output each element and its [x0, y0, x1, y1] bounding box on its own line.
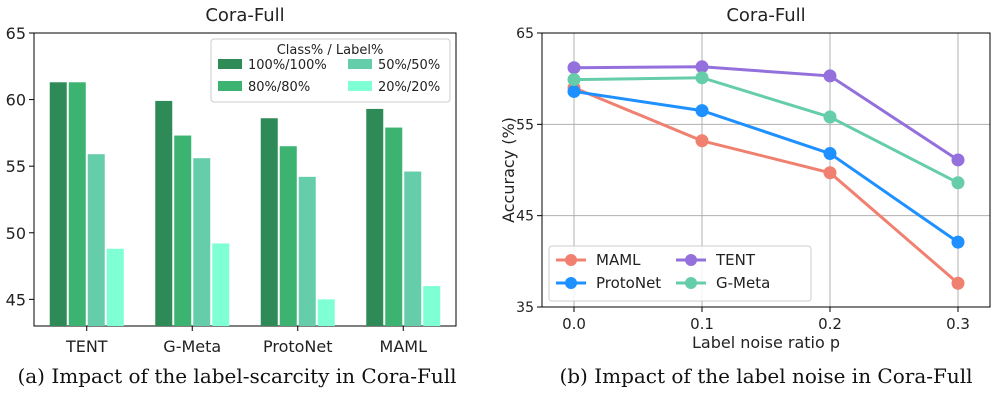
legend-marker	[685, 254, 697, 266]
bar-chart-y-axis: 45 50 55 60 65	[6, 24, 34, 309]
x-tick-label: MAML	[380, 337, 428, 356]
bar	[193, 158, 211, 326]
data-point	[951, 153, 965, 167]
bar	[155, 100, 173, 326]
data-point	[567, 73, 581, 87]
legend-label: ProtoNet	[596, 274, 661, 292]
series-line	[573, 86, 959, 285]
data-point	[951, 176, 965, 190]
line-chart-x-axis: 0.0 0.1 0.2 0.3	[562, 307, 970, 333]
data-point	[695, 134, 709, 148]
line-legend-box	[548, 245, 812, 302]
x-tick-label: G-Meta	[163, 337, 221, 356]
line-chart: Cora-Full 35 45 55 65 0.0 0.1 0.2 0.3 MAML Prot…	[499, 5, 991, 388]
legend-marker	[685, 277, 697, 289]
legend-swatch	[218, 81, 242, 91]
bar	[279, 146, 297, 326]
y-tick-label: 55	[6, 157, 26, 176]
y-tick-label: 50	[6, 224, 26, 243]
data-point	[695, 104, 709, 118]
bar-legend-title: Class% / Label%	[277, 43, 384, 58]
bar-chart: Cora-Full 45 50 55 60 65 TENT G-Meta ProtoNet M…	[6, 5, 457, 388]
y-tick-label: 35	[516, 300, 534, 316]
y-tick-label: 65	[516, 26, 534, 42]
bar	[317, 299, 335, 326]
bar	[385, 127, 403, 327]
line-chart-title: Cora-Full	[726, 5, 805, 26]
series-line	[573, 76, 959, 185]
bar-chart-legend: Class% / Label% 100%/100% 80%/80% 50%/50% 2…	[210, 38, 451, 103]
bar	[260, 118, 278, 327]
legend-swatch	[218, 59, 242, 69]
bar	[404, 171, 422, 326]
data-point	[823, 166, 837, 180]
bar	[212, 243, 230, 326]
data-point	[823, 69, 837, 83]
bar	[87, 154, 105, 326]
line-chart-series	[567, 60, 965, 290]
bar-chart-x-axis: TENT G-Meta ProtoNet MAML	[65, 326, 427, 356]
legend-label: 100%/100%	[248, 58, 327, 73]
bar	[366, 108, 384, 326]
line-chart-frame	[541, 32, 991, 308]
bar	[298, 176, 316, 326]
data-point	[951, 276, 965, 290]
line-chart-xlabel: Label noise ratio p	[692, 333, 840, 352]
legend-marker	[565, 277, 577, 289]
x-tick-label: 0.2	[818, 315, 842, 333]
line-chart-y-axis: 35 45 55 65	[516, 26, 542, 316]
series-line	[573, 89, 959, 244]
y-tick-label: 55	[516, 117, 534, 133]
bar-legend-box	[210, 38, 451, 103]
line-chart-ylabel: Accuracy (%)	[499, 117, 518, 223]
legend-label: MAML	[596, 251, 641, 269]
y-tick-label: 45	[516, 209, 534, 225]
data-point	[695, 60, 709, 74]
data-point	[567, 61, 581, 75]
x-tick-label: 0.0	[562, 315, 586, 333]
bar-chart-title: Cora-Full	[205, 5, 284, 26]
y-tick-label: 65	[6, 24, 26, 43]
legend-label: TENT	[715, 251, 756, 269]
legend-label: 80%/80%	[248, 80, 310, 95]
legend-swatch	[348, 59, 372, 69]
legend-label: 20%/20%	[378, 80, 440, 95]
data-point	[823, 147, 837, 161]
y-tick-label: 45	[6, 290, 26, 309]
legend-label: 50%/50%	[378, 58, 440, 73]
legend-label: G-Meta	[716, 274, 770, 292]
bar-chart-frame	[33, 32, 457, 327]
bar	[68, 82, 86, 326]
data-point	[695, 71, 709, 85]
caption-a: (a) Impact of the label-scarcity in Cora…	[17, 364, 456, 388]
line-chart-legend: MAML ProtoNet TENT G-Meta	[548, 245, 812, 302]
data-point	[823, 110, 837, 124]
bar	[423, 286, 441, 326]
x-tick-label: ProtoNet	[263, 337, 333, 356]
bar	[106, 248, 124, 326]
x-tick-label: 0.3	[946, 315, 970, 333]
legend-marker	[565, 254, 577, 266]
y-tick-label: 60	[6, 91, 26, 110]
data-point	[951, 235, 965, 249]
bar	[174, 135, 192, 326]
x-tick-label: TENT	[65, 337, 108, 356]
bar	[49, 82, 67, 326]
x-tick-label: 0.1	[690, 315, 714, 333]
legend-swatch	[348, 81, 372, 91]
bar-chart-bars	[49, 82, 441, 327]
series-line	[573, 65, 959, 162]
caption-b: (b) Impact of the label noise in Cora-Fu…	[559, 364, 972, 388]
data-point	[567, 84, 581, 98]
